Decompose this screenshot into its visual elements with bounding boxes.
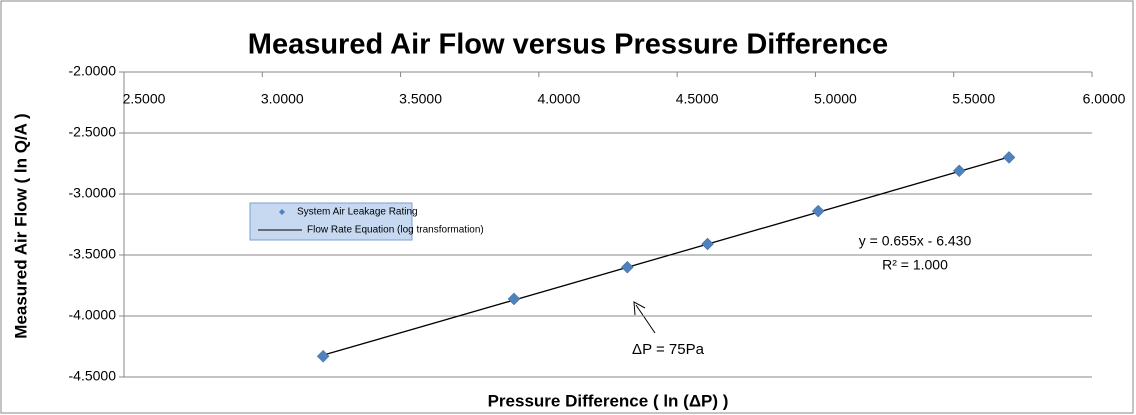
x-axis-label: Pressure Difference ( ln (ΔP) ) xyxy=(488,391,729,410)
legend-box xyxy=(249,202,413,241)
x-tick-label: 3.5000 xyxy=(399,91,442,107)
x-tick-label: 2.5000 xyxy=(123,91,166,107)
y-tick-label: -2.5000 xyxy=(69,124,117,140)
point xyxy=(316,349,330,363)
legend-marker xyxy=(279,209,285,215)
point xyxy=(701,237,714,251)
y-tick-label: -4.5000 xyxy=(69,368,117,384)
r-squared: R² = 1.000 xyxy=(882,257,948,273)
x-tick-label: 5.0000 xyxy=(814,91,857,107)
chart-title: Measured Air Flow versus Pressure Differ… xyxy=(248,29,888,61)
y-tick-label: -2.0000 xyxy=(69,63,117,79)
point xyxy=(952,164,966,178)
x-tick-label: 4.5000 xyxy=(676,91,719,107)
equation: y = 0.655x - 6.430 xyxy=(859,233,972,249)
legend-label: Flow Rate Equation (log transformation) xyxy=(307,225,484,236)
point xyxy=(811,204,825,218)
x-tick-label: 4.0000 xyxy=(537,91,580,107)
point xyxy=(1002,151,1016,164)
legend-label: System Air Leakage Rating xyxy=(297,207,418,218)
arrow-line xyxy=(635,304,656,334)
y-tick-label: -3.0000 xyxy=(69,185,117,201)
annotation: ΔP = 75Pa xyxy=(632,341,705,358)
point xyxy=(507,292,521,306)
x-tick-label: 6.0000 xyxy=(1083,91,1126,107)
y-axis-label: Measured Air Flow ( ln Q/A ) xyxy=(11,113,30,338)
point xyxy=(621,260,634,274)
arrow-head xyxy=(633,301,646,316)
y-tick-label: -4.0000 xyxy=(69,307,117,323)
x-tick-label: 3.0000 xyxy=(261,91,304,107)
trendline xyxy=(322,156,1010,356)
y-tick-label: -3.5000 xyxy=(69,246,117,262)
x-tick-label: 5.5000 xyxy=(952,91,995,107)
